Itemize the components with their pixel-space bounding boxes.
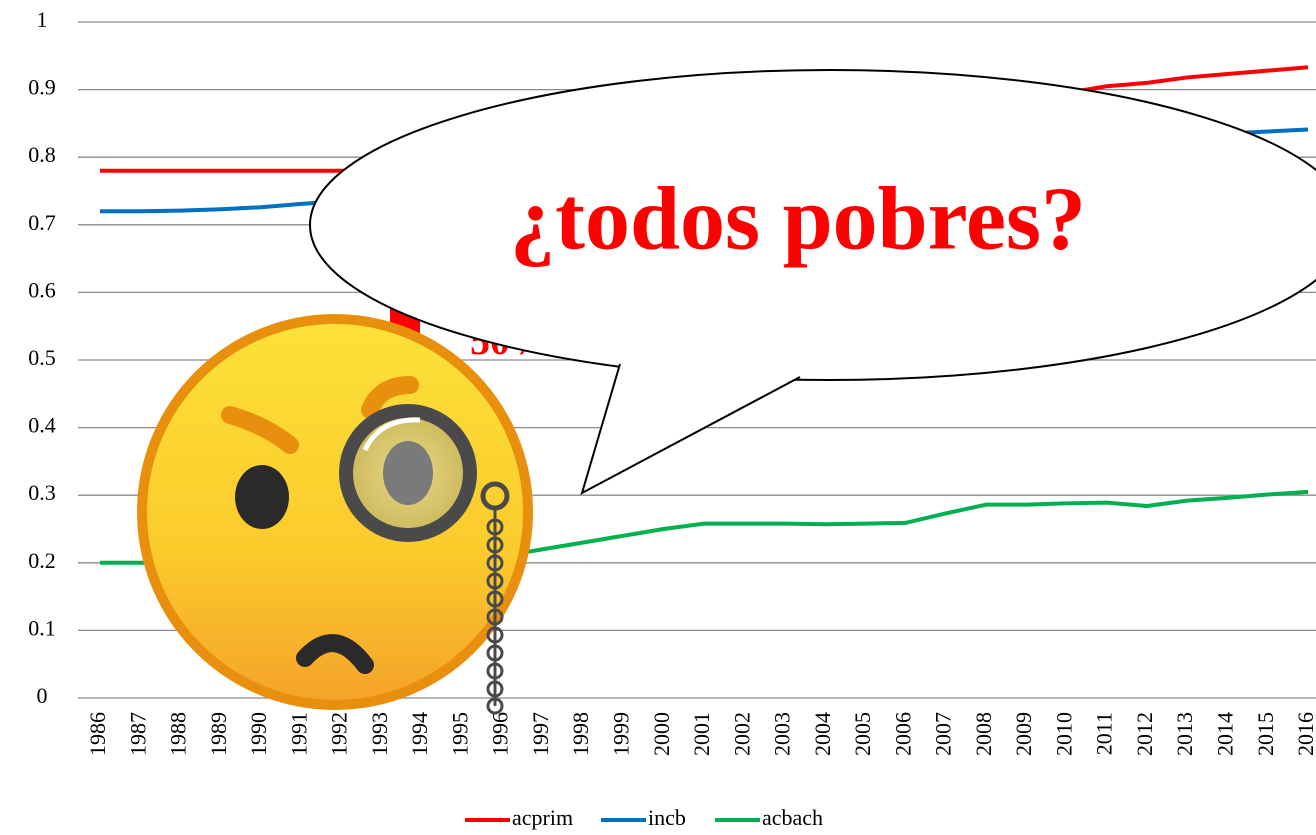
legend: acprim incb acbach — [465, 805, 823, 830]
y-tick-label: 0 — [37, 683, 48, 708]
x-tick-label: 1993 — [367, 712, 392, 756]
y-tick-label: 0.6 — [28, 277, 56, 302]
x-tick-label: 2016 — [1293, 712, 1316, 756]
x-tick-label: 2008 — [971, 712, 996, 756]
x-tick-label: 2011 — [1092, 712, 1117, 755]
x-tick-label: 1990 — [246, 712, 271, 756]
x-tick-label: 2009 — [1011, 712, 1036, 756]
x-tick-label: 1989 — [206, 712, 231, 756]
x-tick-label: 1994 — [407, 712, 432, 756]
y-tick-label: 0.5 — [28, 345, 56, 370]
x-tick-label: 2001 — [689, 712, 714, 756]
emoji — [142, 319, 528, 713]
legend-label: acprim — [512, 805, 573, 830]
bubble-tail — [582, 364, 800, 493]
x-tick-label: 1986 — [85, 712, 110, 756]
y-tick-label: 0.2 — [28, 548, 56, 573]
chart: 0 0.1 0.2 0.3 0.4 0.5 0.6 0.7 0.8 0.9 1 1986 1987 198… — [0, 0, 1316, 835]
x-tick-label: 2004 — [810, 712, 835, 756]
y-tick-label: 0.4 — [28, 413, 56, 438]
x-tick-label: 1999 — [609, 712, 634, 756]
y-tick-label: 0.9 — [28, 75, 56, 100]
legend-label: incb — [648, 805, 686, 830]
x-tick-label: 2006 — [890, 712, 915, 756]
x-tick-label: 2013 — [1172, 712, 1197, 756]
legend-label: acbach — [762, 805, 823, 830]
x-tick-label: 2007 — [931, 712, 956, 756]
x-tick-label: 1998 — [568, 712, 593, 756]
x-tick-label: 1997 — [528, 712, 553, 756]
x-tick-label: 2010 — [1051, 712, 1076, 756]
x-tick-label: 1996 — [488, 712, 513, 756]
x-tick-label: 1988 — [166, 712, 191, 756]
y-tick-label: 1 — [37, 7, 48, 32]
x-tick-label: 2000 — [649, 712, 674, 756]
x-tick-label: 1991 — [286, 712, 311, 756]
x-tick-label: 2012 — [1132, 712, 1157, 756]
x-tick-label: 1995 — [447, 712, 472, 756]
x-tick-label: 1987 — [125, 712, 150, 756]
x-tick-label: 2014 — [1213, 712, 1238, 756]
callout-text: ¿todos pobres? — [510, 170, 1086, 269]
x-tick-label: 2003 — [770, 712, 795, 756]
x-tick-label: 2002 — [729, 712, 754, 756]
x-tick-label: 2015 — [1253, 712, 1278, 756]
x-tick-label: 2005 — [850, 712, 875, 756]
x-tick-label: 1992 — [327, 712, 352, 756]
page: {"chart_data": {"type": "line", "x": [19… — [0, 0, 1316, 835]
y-tick-label: 0.8 — [28, 142, 56, 167]
y-tick-label: 0.1 — [28, 615, 56, 640]
y-tick-label: 0.3 — [28, 480, 56, 505]
y-tick-label: 0.7 — [28, 210, 56, 235]
